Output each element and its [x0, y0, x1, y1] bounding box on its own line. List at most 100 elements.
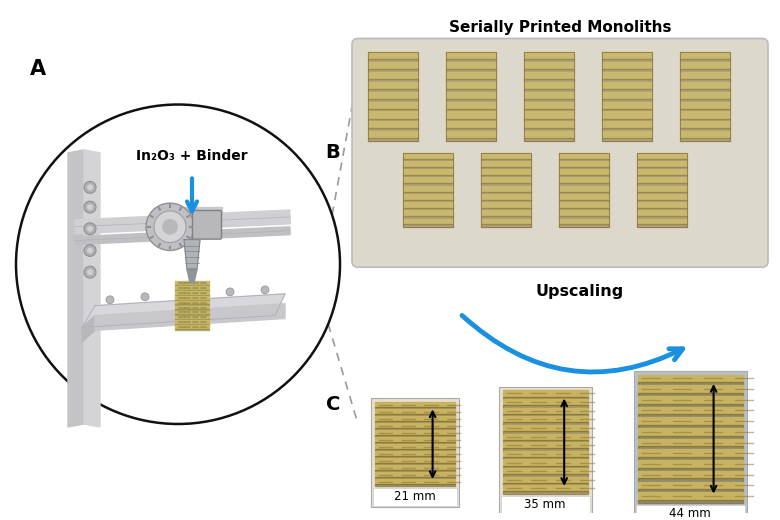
- Polygon shape: [524, 138, 574, 141]
- Polygon shape: [403, 161, 453, 167]
- Polygon shape: [559, 186, 609, 191]
- Circle shape: [154, 211, 186, 242]
- Polygon shape: [446, 89, 496, 92]
- Polygon shape: [559, 194, 609, 200]
- Polygon shape: [602, 59, 652, 62]
- Circle shape: [84, 223, 96, 235]
- Polygon shape: [175, 286, 209, 290]
- Polygon shape: [602, 109, 652, 111]
- Polygon shape: [638, 414, 743, 418]
- Polygon shape: [602, 52, 652, 59]
- Polygon shape: [175, 309, 209, 310]
- Circle shape: [106, 296, 114, 304]
- Polygon shape: [175, 324, 209, 326]
- Polygon shape: [602, 99, 652, 101]
- Polygon shape: [375, 435, 455, 437]
- Text: C: C: [325, 395, 340, 414]
- Polygon shape: [680, 131, 730, 138]
- Polygon shape: [175, 301, 209, 304]
- Polygon shape: [680, 62, 730, 69]
- Polygon shape: [175, 304, 209, 306]
- Polygon shape: [680, 59, 730, 62]
- FancyBboxPatch shape: [501, 496, 590, 514]
- Polygon shape: [638, 449, 743, 457]
- Polygon shape: [638, 436, 743, 439]
- Polygon shape: [524, 121, 574, 128]
- Polygon shape: [503, 422, 588, 425]
- Polygon shape: [524, 79, 574, 82]
- Polygon shape: [375, 458, 455, 463]
- Polygon shape: [82, 294, 285, 328]
- Polygon shape: [368, 72, 418, 79]
- Polygon shape: [503, 474, 588, 477]
- Polygon shape: [446, 79, 496, 82]
- Polygon shape: [75, 227, 290, 244]
- Polygon shape: [524, 69, 574, 72]
- Polygon shape: [175, 296, 209, 300]
- Polygon shape: [602, 128, 652, 131]
- Polygon shape: [637, 159, 687, 161]
- Polygon shape: [403, 175, 453, 177]
- Polygon shape: [638, 382, 743, 385]
- Polygon shape: [368, 79, 418, 82]
- Polygon shape: [503, 431, 588, 434]
- FancyBboxPatch shape: [499, 386, 592, 515]
- Polygon shape: [175, 291, 209, 294]
- Polygon shape: [524, 62, 574, 69]
- Polygon shape: [368, 69, 418, 72]
- Polygon shape: [638, 457, 743, 460]
- Polygon shape: [637, 200, 687, 202]
- Polygon shape: [559, 218, 609, 225]
- Polygon shape: [503, 465, 588, 468]
- Polygon shape: [446, 62, 496, 69]
- Polygon shape: [368, 52, 418, 59]
- Polygon shape: [446, 101, 496, 109]
- Polygon shape: [481, 194, 531, 200]
- Polygon shape: [368, 62, 418, 69]
- Text: B: B: [325, 144, 340, 162]
- Polygon shape: [403, 191, 453, 194]
- Polygon shape: [368, 59, 418, 62]
- Polygon shape: [602, 69, 652, 72]
- Polygon shape: [446, 99, 496, 101]
- Polygon shape: [638, 500, 743, 503]
- Polygon shape: [638, 393, 743, 396]
- Circle shape: [87, 185, 93, 190]
- Polygon shape: [680, 109, 730, 111]
- Polygon shape: [503, 425, 588, 431]
- Polygon shape: [403, 170, 453, 175]
- Polygon shape: [446, 59, 496, 62]
- Polygon shape: [403, 159, 453, 161]
- Polygon shape: [637, 186, 687, 191]
- Polygon shape: [84, 150, 100, 427]
- Polygon shape: [175, 320, 209, 324]
- Polygon shape: [175, 290, 209, 291]
- Polygon shape: [559, 184, 609, 186]
- Polygon shape: [75, 210, 290, 233]
- Polygon shape: [375, 465, 455, 470]
- Polygon shape: [375, 421, 455, 423]
- Polygon shape: [175, 294, 209, 296]
- Circle shape: [16, 105, 340, 424]
- Polygon shape: [368, 111, 418, 119]
- Polygon shape: [403, 218, 453, 225]
- Polygon shape: [637, 216, 687, 218]
- Polygon shape: [481, 191, 531, 194]
- Polygon shape: [503, 399, 588, 405]
- Polygon shape: [503, 451, 588, 457]
- Polygon shape: [368, 89, 418, 92]
- Polygon shape: [481, 208, 531, 211]
- Polygon shape: [503, 391, 588, 397]
- Polygon shape: [524, 92, 574, 99]
- Polygon shape: [503, 468, 588, 474]
- Polygon shape: [559, 211, 609, 216]
- Polygon shape: [524, 128, 574, 131]
- Polygon shape: [524, 89, 574, 92]
- Text: 21 mm: 21 mm: [394, 490, 436, 503]
- Polygon shape: [602, 131, 652, 138]
- Polygon shape: [637, 218, 687, 225]
- FancyBboxPatch shape: [634, 371, 747, 520]
- Polygon shape: [375, 437, 455, 442]
- Polygon shape: [503, 483, 588, 485]
- Polygon shape: [375, 423, 455, 428]
